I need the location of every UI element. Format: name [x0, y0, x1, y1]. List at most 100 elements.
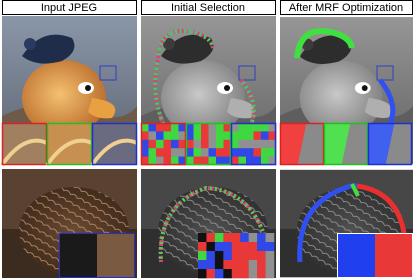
- column-header: Initial Selection: [171, 2, 245, 14]
- label-pixel: [206, 269, 215, 278]
- label-pixel: [240, 269, 249, 278]
- label-pixel: [149, 123, 157, 132]
- label-pixel: [164, 148, 172, 157]
- label-pixel: [266, 251, 275, 260]
- label-pixel: [149, 131, 157, 140]
- label-pixel: [194, 140, 202, 149]
- label-pixel: [223, 269, 232, 278]
- label-pixel: [261, 140, 269, 149]
- label-pixel: [266, 242, 275, 251]
- label-pixel: [216, 148, 224, 157]
- label-pixel: [215, 251, 224, 260]
- page: Input JPEG Initial Selection After MRF O…: [0, 0, 414, 279]
- label-pixel: [164, 131, 172, 140]
- label-pixel: [215, 260, 224, 269]
- column-header: After MRF Optimization: [289, 2, 403, 14]
- label-pixel: [206, 260, 215, 269]
- label-pixel: [201, 140, 209, 149]
- label-pixel: [257, 233, 266, 242]
- label-pixel: [171, 123, 179, 132]
- label-pixel: [246, 148, 254, 157]
- inset-crop: [97, 233, 135, 278]
- label-pixel: [239, 148, 247, 157]
- label-pixel: [206, 251, 215, 260]
- label-pixel: [223, 251, 232, 260]
- label-pixel: [246, 140, 254, 149]
- label-pixel: [249, 251, 258, 260]
- label-pixel: [194, 148, 202, 157]
- label-pixel: [216, 131, 224, 140]
- label-pixel: [266, 269, 275, 278]
- label-pixel: [156, 123, 164, 132]
- label-pixel: [254, 140, 262, 149]
- label-pixel: [164, 123, 172, 132]
- inset-crop: [59, 233, 97, 278]
- label-pixel: [215, 269, 224, 278]
- label-pixel: [194, 131, 202, 140]
- label-pixel: [209, 131, 217, 140]
- label-pixel: [249, 233, 258, 242]
- label-region: [375, 233, 413, 278]
- label-pixel: [149, 140, 157, 149]
- label-pixel: [198, 251, 207, 260]
- label-pixel: [266, 260, 275, 269]
- figure: Input JPEG Initial Selection After MRF O…: [0, 0, 414, 279]
- label-pixel: [254, 148, 262, 157]
- label-pixel: [239, 123, 247, 132]
- label-pixel: [171, 148, 179, 157]
- column-header: Input JPEG: [41, 2, 97, 14]
- label-pixel: [164, 140, 172, 149]
- label-pixel: [194, 123, 202, 132]
- label-pixel: [254, 131, 262, 140]
- label-pixel: [223, 242, 232, 251]
- label-pixel: [171, 131, 179, 140]
- label-pixel: [266, 233, 275, 242]
- label-pixel: [246, 123, 254, 132]
- label-pixel: [240, 242, 249, 251]
- label-pixel: [171, 140, 179, 149]
- label-pixel: [249, 269, 258, 278]
- label-region: [337, 233, 375, 278]
- label-pixel: [257, 251, 266, 260]
- label-pixel: [232, 251, 241, 260]
- label-pixel: [209, 123, 217, 132]
- label-pixel: [209, 140, 217, 149]
- label-pixel: [261, 148, 269, 157]
- label-pixel: [198, 260, 207, 269]
- label-pixel: [223, 233, 232, 242]
- label-pixel: [232, 242, 241, 251]
- label-pixel: [257, 260, 266, 269]
- label-pixel: [239, 140, 247, 149]
- label-pixel: [249, 260, 258, 269]
- label-pixel: [239, 131, 247, 140]
- label-pixel: [209, 148, 217, 157]
- label-pixel: [198, 233, 207, 242]
- label-pixel: [232, 260, 241, 269]
- label-pixel: [261, 131, 269, 140]
- label-pixel: [246, 131, 254, 140]
- label-pixel: [198, 242, 207, 251]
- label-pixel: [215, 242, 224, 251]
- label-pixel: [156, 131, 164, 140]
- label-pixel: [240, 251, 249, 260]
- label-pixel: [201, 123, 209, 132]
- label-pixel: [206, 242, 215, 251]
- label-pixel: [261, 123, 269, 132]
- label-pixel: [249, 242, 258, 251]
- label-pixel: [156, 148, 164, 157]
- label-pixel: [232, 269, 241, 278]
- label-pixel: [216, 140, 224, 149]
- label-pixel: [216, 123, 224, 132]
- label-pixel: [240, 260, 249, 269]
- label-pixel: [232, 233, 241, 242]
- label-pixel: [206, 233, 215, 242]
- label-pixel: [201, 148, 209, 157]
- label-pixel: [215, 233, 224, 242]
- label-pixel: [254, 123, 262, 132]
- label-pixel: [156, 140, 164, 149]
- label-pixel: [149, 148, 157, 157]
- label-pixel: [198, 269, 207, 278]
- label-pixel: [257, 242, 266, 251]
- label-pixel: [223, 260, 232, 269]
- label-pixel: [201, 131, 209, 140]
